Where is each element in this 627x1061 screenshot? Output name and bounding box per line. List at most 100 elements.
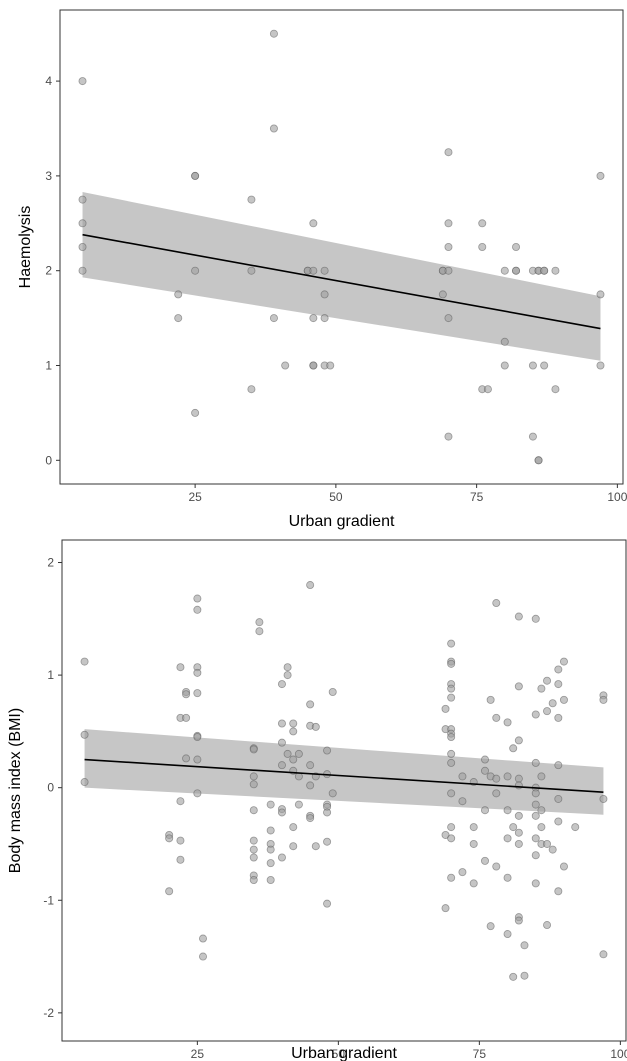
chart-1-data-point [458,772,467,781]
chart-1-y-tick-label: -2 [43,1006,54,1020]
chart-1-data-point [559,862,568,871]
chart-1-data-point [514,612,523,621]
chart-0-data-point [444,219,453,228]
chart-0-confidence-band [82,192,601,361]
chart-1-data-point [193,789,202,798]
chart-1-data-point [480,806,489,815]
chart-1-data-point [503,806,512,815]
chart-1-data-point [176,855,185,864]
chart-1-data-point [198,934,207,943]
chart-1-data-point [249,772,258,781]
chart-0-data-point [247,266,256,275]
chart-1-data-point [543,839,552,848]
chart-1-data-point [509,972,518,981]
chart-1-data-point [249,745,258,754]
chart-1-data-point [193,594,202,603]
chart-1-data-point [543,921,552,930]
chart-1-data-point [182,754,191,763]
chart-1-data-point [198,952,207,961]
chart-1-data-point [514,736,523,745]
chart-1-data-point [492,599,501,608]
chart-1-data-point [559,657,568,666]
chart-0-data-point [326,361,335,370]
chart-0-x-axis-title: Urban gradient [289,513,395,530]
chart-0-y-axis-title: Haemolysis [17,206,34,289]
chart-1-data-point [531,800,540,809]
chart-1-data-point [193,605,202,614]
chart-1-data-point [80,657,89,666]
chart-1-data-point [492,862,501,871]
chart-0-y-tick-label: 0 [45,453,52,467]
chart-1-data-point [447,873,456,882]
chart-1-data-point [176,797,185,806]
chart-1-data-point [486,922,495,931]
chart-0-x-tick-label: 100 [607,490,627,504]
chart-0-data-point [478,242,487,251]
chart-1-data-point [571,823,580,832]
chart-1-data-point [520,971,529,980]
chart-1-data-point [531,851,540,860]
chart-1-data-point [249,876,258,885]
chart-1-data-point [283,671,292,680]
chart-1-y-tick-label: 1 [47,668,54,682]
chart-1-data-point [514,839,523,848]
chart-1-data-point [514,811,523,820]
chart-1-data-point [176,836,185,845]
chart-1-data-point [599,950,608,959]
chart-1-data-point [537,684,546,693]
chart-1-data-point [311,722,320,731]
chart-1-data-point [514,774,523,783]
chart-0-x-tick-label: 25 [188,490,202,504]
chart-1-data-point [80,730,89,739]
chart-1-data-point [503,930,512,939]
chart-1-data-point [554,794,563,803]
chart-0-data-point [174,314,183,323]
chart-1-data-point [277,808,286,817]
chart-1-data-point [182,690,191,699]
chart-0-data-point [512,242,521,251]
chart-1-data-point [441,904,450,913]
chart-1-data-point [554,680,563,689]
chart-0-data-point [483,385,492,394]
chart-0-data-point [444,432,453,441]
chart-1-data-point [289,823,298,832]
chart-0-data-point [596,171,605,180]
chart-1-data-point [531,789,540,798]
chart-1-data-point [543,676,552,685]
chart-0-data-point [309,266,318,275]
chart-1-data-point [447,659,456,668]
chart-0-panel-border [59,9,624,485]
chart-0-x-tick-label: 50 [329,490,343,504]
chart-0-data-point [528,361,537,370]
chart-1-data-point [289,755,298,764]
chart-0-data-point [309,361,318,370]
chart-1-data-point [323,808,332,817]
chart-0-data-point [500,266,509,275]
haemolysis-chart-panel: 25 50 75 100 0 1 2 3 4 Urban gradient Haemolysis [0,0,627,530]
chart-1-data-point [509,823,518,832]
chart-1-data-point [447,733,456,742]
chart-1-data-point [441,704,450,713]
chart-1-confidence-band [84,729,604,815]
chart-0-data-point [500,361,509,370]
chart-1-x-tick-label: 100 [610,1047,627,1061]
chart-1-data-point [537,772,546,781]
chart-1-data-point [255,618,264,627]
chart-1-data-point [255,627,264,636]
chart-0-data-point [478,219,487,228]
bmi-scatter-plot: 25 50 75 100 -2 -1 0 1 2 Urban gradient Body mass … [7,539,627,1061]
chart-1-data-point [176,663,185,672]
chart-0-data-point [78,266,87,275]
chart-0-data-point [78,195,87,204]
chart-0-data-point [596,361,605,370]
chart-1-data-point [447,749,456,758]
chart-1-data-point [193,733,202,742]
chart-0-y-tick-label: 3 [45,169,52,183]
chart-1-data-point [165,887,174,896]
chart-1-data-point [554,761,563,770]
chart-0-data-point [247,195,256,204]
chart-0-data-point [320,314,329,323]
chart-1-data-point [266,876,275,885]
chart-1-data-point [323,746,332,755]
chart-0-data-point [78,219,87,228]
